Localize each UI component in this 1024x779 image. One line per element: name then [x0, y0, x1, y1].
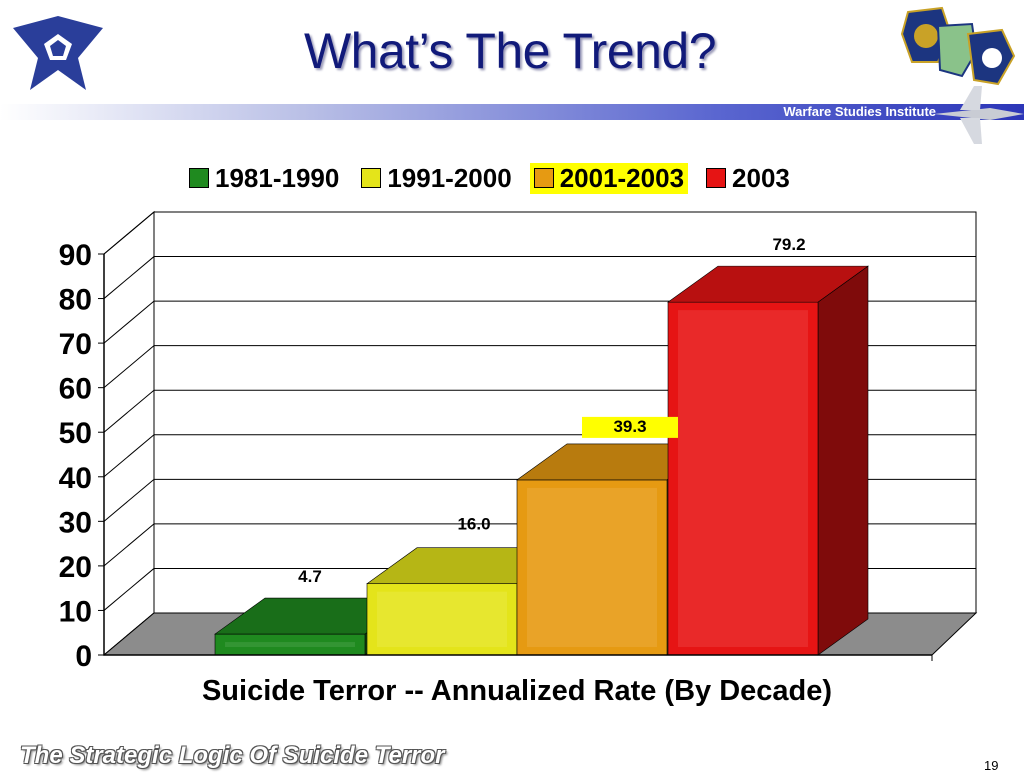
page-number: 19: [984, 758, 999, 773]
data-label: 16.0: [457, 515, 490, 534]
legend-label: 2001-2003: [559, 162, 685, 193]
bar-top: [667, 265, 869, 303]
legend-label: 2003: [732, 162, 790, 193]
gridline-side: [103, 434, 155, 478]
data-label-highlight: [582, 416, 678, 438]
data-labels: 4.7 16.0 39.3 79.2: [298, 235, 805, 586]
legend-label: 1991-2000: [387, 162, 512, 193]
y-tick-label: 70: [59, 328, 92, 361]
gridline-side: [103, 256, 155, 299]
bar-front-highlight: [377, 591, 507, 647]
emblems: [900, 6, 1016, 86]
bar-2003: [667, 265, 869, 656]
gridline-side: [103, 345, 155, 389]
bar-front-highlight: [527, 487, 657, 647]
y-tick-label: 30: [59, 506, 92, 539]
data-label: 79.2: [772, 235, 805, 254]
header-band: [0, 104, 1024, 120]
legend-label: 1981-1990: [215, 162, 340, 193]
gridline-side: [103, 389, 155, 433]
legend-item-2003: 2003: [702, 163, 794, 194]
gridline-side: [103, 568, 155, 611]
y-tick-label: 50: [59, 417, 92, 450]
bar-front-highlight: [678, 310, 808, 647]
side-wall: [103, 210, 155, 657]
gridline-side: [103, 523, 155, 567]
chart-legend: 1981-1990 1991-2000 2001-2003 2003: [185, 158, 794, 198]
chart-bars: [214, 265, 869, 656]
legend-swatch-yellow: [361, 168, 382, 188]
bar-front-highlight: [225, 642, 355, 647]
air-force-logo: [13, 16, 103, 90]
legend-swatch-red: [706, 168, 727, 188]
gridline-side: [103, 478, 155, 522]
y-tick-label: 10: [59, 595, 92, 628]
data-label: 39.3: [613, 417, 646, 436]
y-tick-label: 60: [59, 373, 92, 406]
institute-label: Warfare Studies Institute: [783, 104, 936, 119]
data-label: 4.7: [298, 567, 322, 586]
gridline-side: [103, 300, 155, 344]
legend-item-1991-2000: 1991-2000: [357, 163, 515, 194]
bar-side: [817, 265, 869, 656]
y-tick-label: 80: [59, 284, 92, 317]
y-tick-label: 20: [59, 551, 92, 584]
y-tick-label: 0: [75, 640, 92, 673]
y-tick-label: 90: [59, 239, 92, 272]
legend-item-2001-2003: 2001-2003: [529, 162, 689, 194]
slide-title: What’s The Trend?: [303, 23, 717, 79]
legend-item-1981-1990: 1981-1990: [185, 163, 343, 194]
footer-title: The Strategic Logic Of Suicide Terror: [20, 742, 445, 769]
y-axis: 0 10 20 30 40 50 60 70 80 90: [59, 239, 933, 673]
fighter-jet-watermark: [934, 86, 1024, 144]
x-axis-title: Suicide Terror -- Annualized Rate (By De…: [202, 675, 832, 707]
legend-swatch-orange: [533, 168, 554, 188]
gridline-side: [103, 211, 155, 255]
y-tick-label: 40: [59, 462, 92, 495]
legend-swatch-green: [189, 168, 209, 188]
